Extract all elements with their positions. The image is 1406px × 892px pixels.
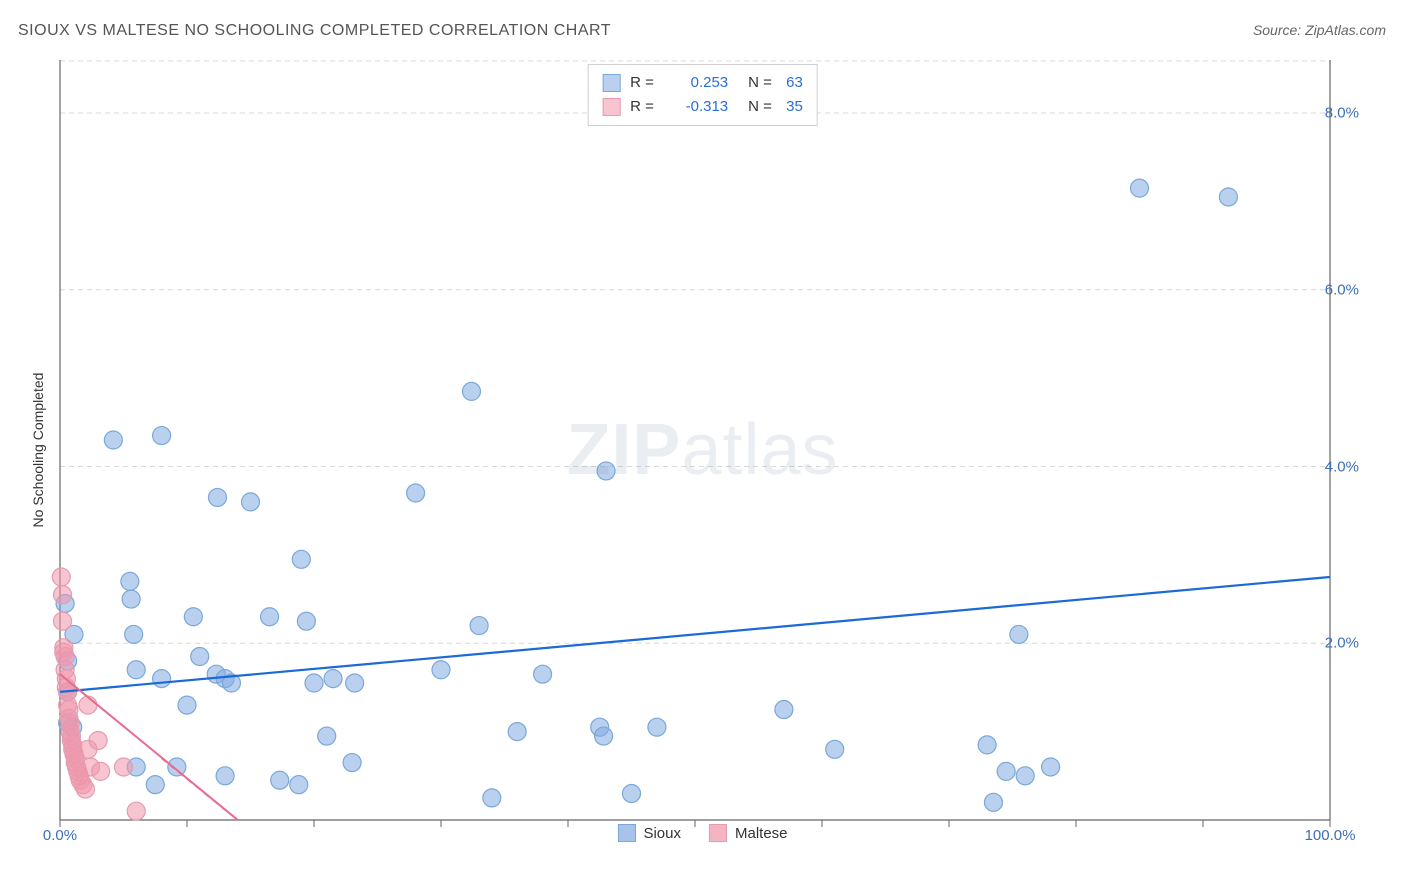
swatch-sioux	[602, 74, 620, 92]
legend-label-maltese: Maltese	[735, 825, 788, 842]
y-tick-label: 2.0%	[1325, 635, 1359, 652]
stat-r-label: R =	[630, 95, 662, 119]
stat-n-value-sioux: 63	[786, 71, 803, 95]
source-label: Source: ZipAtlas.com	[1253, 22, 1386, 38]
stat-r-label: R =	[630, 71, 662, 95]
legend-item-sioux: Sioux	[617, 824, 681, 842]
y-tick-label: 4.0%	[1325, 458, 1359, 475]
swatch-sioux	[617, 824, 635, 842]
legend-item-maltese: Maltese	[709, 824, 788, 842]
y-tick-label: 8.0%	[1325, 105, 1359, 122]
x-tick-label: 0.0%	[43, 827, 77, 844]
swatch-maltese	[602, 98, 620, 116]
legend-label-sioux: Sioux	[643, 825, 681, 842]
stat-n-label: N =	[748, 71, 776, 95]
stat-r-value-sioux: 0.253	[672, 71, 728, 95]
chart-title: SIOUX VS MALTESE NO SCHOOLING COMPLETED …	[18, 22, 1386, 40]
y-tick-label: 6.0%	[1325, 281, 1359, 298]
legend-bottom: Sioux Maltese	[617, 824, 787, 842]
y-axis-label: No Schooling Completed	[30, 373, 46, 528]
legend-stats-box: R = 0.253 N = 63 R = -0.313 N = 35	[587, 64, 818, 126]
x-tick-label: 100.0%	[1305, 827, 1356, 844]
stat-n-label: N =	[748, 95, 776, 119]
scatter-chart	[50, 60, 1355, 840]
stat-r-value-maltese: -0.313	[672, 95, 728, 119]
stat-n-value-maltese: 35	[786, 95, 803, 119]
legend-stats-row-maltese: R = -0.313 N = 35	[602, 95, 803, 119]
chart-area: No Schooling Completed ZIPatlas R = 0.25…	[50, 60, 1355, 840]
swatch-maltese	[709, 824, 727, 842]
legend-stats-row-sioux: R = 0.253 N = 63	[602, 71, 803, 95]
